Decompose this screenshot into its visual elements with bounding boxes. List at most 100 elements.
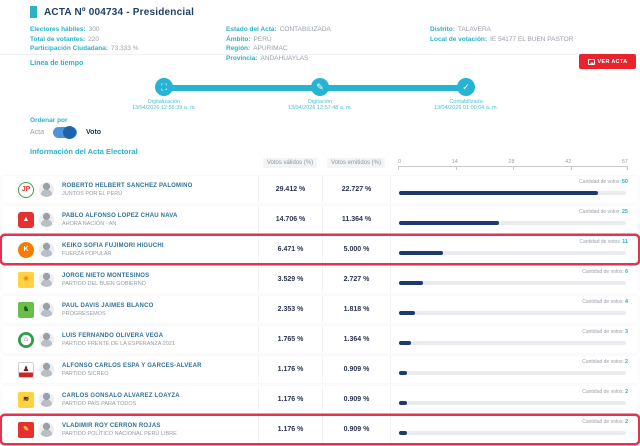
votes-count: 11 [622,239,628,245]
candidate-list: JP ROBERTO HELBERT SANCHEZ PALOMINO JUNTO… [0,176,640,446]
bar-fill [399,221,499,225]
votes-count-label: Cantidad de votos:6 [582,269,628,275]
party-logo: K [18,241,34,258]
step-date: 13/04/2026 12:56:39 a. m. [131,105,197,111]
votes-bar-cell: Cantidad de votos:25 [390,206,638,233]
votes-count-label: Cantidad de votos:50 [579,179,628,185]
party-logo: ✎ [18,421,34,438]
candidate-name: KEIKO SOFIA FUJIMORI HIGUCHI [62,242,164,249]
column-header-valid: Votos válidos (%) [262,158,318,168]
party-name: PARTIDO SICREO [62,370,109,377]
pencil-icon: ✎ [311,78,329,96]
bar-fill [399,191,599,195]
valid-percent: 1.765 % [258,326,322,353]
valid-percent: 14.706 % [258,206,322,233]
candidate-photo [39,392,54,407]
emitted-percent: 0.909 % [322,356,390,383]
field-distrito: Distrito: TALAVERA [430,26,491,33]
candidate-photo [39,182,54,197]
votes-bar-cell: Cantidad de votos:2 [390,416,638,443]
votes-bar-cell: Cantidad de votos:4 [390,296,638,323]
votes-axis: 0 14 28 42 57 [398,159,628,170]
emitted-percent: 1.818 % [322,296,390,323]
candidate-name: PAUL DAVIS JAIMES BLANCO [62,302,154,309]
title-accent-bar [30,6,37,18]
emitted-percent: 5.000 % [322,236,390,263]
axis-tick: 57 [621,159,628,165]
candidate-photo [39,332,54,347]
axis-tick: 42 [565,159,572,165]
field-ambito: Ámbito: PERÚ [226,35,272,43]
page-title: ACTA Nº 004734 - Presidencial [44,6,195,18]
step-name: Contabilizada [449,99,483,105]
candidate-photo [39,212,54,227]
valid-percent: 6.471 % [258,236,322,263]
votes-bar-cell: Cantidad de votos:2 [390,386,638,413]
bar-track [399,191,626,195]
votes-count-label: Cantidad de votos:3 [582,329,628,335]
candidate-row: ☀ JORGE NIETO MONTESINOS PARTIDO DEL BUEN… [2,266,638,293]
candidate-row: ≋ CARLOS GONSALO ALVAREZ LOAYZA PARTIDO P… [2,386,638,413]
votes-count-label: Cantidad de votos:2 [582,419,628,425]
bar-track [399,221,626,225]
bar-fill [399,401,407,405]
candidate-row-highlighted: ✎ VLADIMIR ROY CERRON ROJAS PARTIDO POLÍT… [2,416,638,443]
ver-acta-button[interactable]: VER ACTA [579,54,636,69]
votes-count-label: Cantidad de votos:4 [582,299,628,305]
bar-track [399,311,626,315]
sort-option-voto[interactable]: Voto [86,129,102,136]
emitted-percent: 22.727 % [322,176,390,203]
votes-count: 25 [621,209,628,215]
table-header: Votos válidos (%) Votos emitidos (%) 0 1… [0,158,640,175]
party-logo: ▲ [18,211,34,228]
field-provincia: Provincia: ANDAHUAYLAS [226,54,309,62]
party-logo: ⌂ [18,331,34,348]
timeline-step-digitacion: ✎ Digitación 13/04/2026 12:57:48 a. m. [250,78,390,111]
party-name: PARTIDO PAÍS PARA TODOS [62,400,137,407]
party-logo: ♟ [18,361,34,378]
header-divider [0,54,640,55]
party-name: FUERZA POPULAR [62,250,112,257]
party-name: PROGRESEMOS [62,310,106,317]
party-name: AHORA NACIÓN - AN [62,220,117,227]
timeline-step-digitalizacion: ⛶ Digitalización 13/04/2026 12:56:39 a. … [94,78,234,111]
bar-fill [399,281,423,285]
field-total-votantes: Total de votantes: 220 [30,35,99,43]
candidate-name: CARLOS GONSALO ALVAREZ LOAYZA [62,392,180,399]
bar-track [399,401,626,405]
candidate-row: ♟ ALFONSO CARLOS ESPA Y GARCES-ALVEAR PAR… [2,356,638,383]
votes-count-label: Cantidad de votos:25 [579,209,628,215]
emitted-percent: 0.909 % [322,386,390,413]
votes-count-label: Cantidad de votos:2 [582,359,628,365]
candidate-name: PABLO ALFONSO LOPEZ CHAU NAVA [62,212,178,219]
sort-option-acta[interactable]: Acta [30,129,45,136]
votes-count: 50 [621,179,628,185]
party-name: PARTIDO FRENTE DE LA ESPERANZA 2021 [62,340,175,347]
field-participacion: Participación Ciudadana: 73.333 % [30,45,139,52]
scan-icon: ⛶ [155,78,173,96]
bar-track [399,341,626,345]
votes-bar-cell: Cantidad de votos:6 [390,266,638,293]
bar-fill [399,341,411,345]
votes-bar-cell: Cantidad de votos:3 [390,326,638,353]
party-name: PARTIDO POLÍTICO NACIONAL PERÚ LIBRE [62,430,177,437]
sort-toggle-switch[interactable] [53,126,78,139]
valid-percent: 29.412 % [258,176,322,203]
candidate-row: JP ROBERTO HELBERT SANCHEZ PALOMINO JUNTO… [2,176,638,203]
check-icon: ✓ [457,78,475,96]
timeline-heading: Línea de tiempo [30,60,84,67]
step-date: 13/04/2026 12:57:48 a. m. [287,105,353,111]
candidate-name: VLADIMIR ROY CERRON ROJAS [62,422,161,429]
votes-count: 2 [624,359,628,365]
votes-count: 6 [624,269,628,275]
bar-track [399,371,626,375]
party-logo: ☀ [18,271,34,288]
votes-count: 2 [624,419,628,425]
candidate-photo [39,272,54,287]
candidate-name: ROBERTO HELBERT SANCHEZ PALOMINO [62,182,193,189]
votes-count: 4 [624,299,628,305]
step-name: Digitalización [147,99,181,105]
bar-track [399,281,626,285]
valid-percent: 1.176 % [258,386,322,413]
sort-heading: Ordenar por [30,117,68,124]
